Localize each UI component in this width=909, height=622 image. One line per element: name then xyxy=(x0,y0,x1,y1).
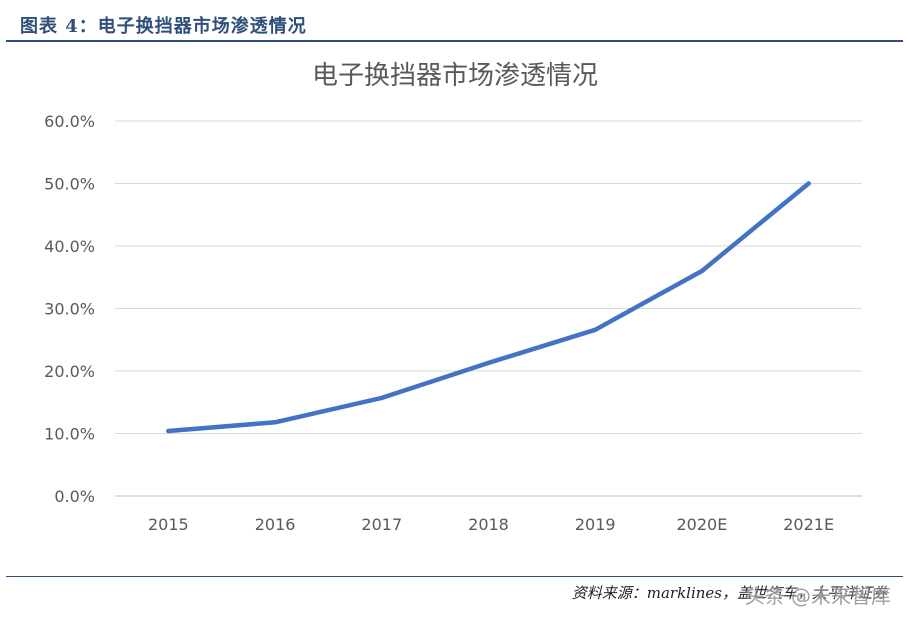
y-tick-label: 0.0% xyxy=(54,487,95,506)
x-tick-label: 2018 xyxy=(468,515,509,534)
y-tick-label: 60.0% xyxy=(44,112,95,131)
data-point xyxy=(593,327,598,332)
gridlines xyxy=(115,120,862,497)
data-point xyxy=(272,420,278,425)
watermark: 头条 @未来智库 xyxy=(744,584,891,608)
data-point xyxy=(166,428,171,434)
x-tick-label: 2015 xyxy=(148,515,189,534)
series-line xyxy=(166,181,811,434)
data-point xyxy=(486,360,491,366)
x-tick-label: 2019 xyxy=(575,515,616,534)
y-tick-label: 20.0% xyxy=(44,362,95,381)
y-tick-label: 40.0% xyxy=(44,237,95,256)
y-tick-label: 50.0% xyxy=(44,175,95,194)
data-point xyxy=(379,395,384,401)
chart-title: 电子换挡器市场渗透情况 xyxy=(312,61,598,91)
y-tick-label: 30.0% xyxy=(44,300,95,319)
y-axis-ticks: 0.0% 10.0% 20.0% 30.0% 40.0% 50.0% 60.0% xyxy=(44,112,95,506)
figure-label: 图表 4：电子换挡器市场渗透情况 xyxy=(20,16,307,37)
y-tick-label: 10.0% xyxy=(44,425,95,444)
x-tick-label: 2017 xyxy=(361,515,402,534)
x-axis-ticks: 2015 2016 2017 2018 2019 2020E 2021E xyxy=(148,515,834,534)
line-chart: 电子换挡器市场渗透情况 0.0% 10.0% 20.0% 30.0% 40.0% 50.0… xyxy=(44,61,862,534)
series-layer xyxy=(166,181,811,434)
source-note: 资料来源：marklines，盖世汽车，太平洋证券 xyxy=(571,584,887,602)
footer-divider xyxy=(6,576,903,577)
figure-header: 图表 4：电子换挡器市场渗透情况 xyxy=(0,0,909,42)
x-tick-label: 2016 xyxy=(255,515,296,534)
x-tick-label: 2020E xyxy=(677,515,728,534)
data-point xyxy=(699,268,705,274)
data-point xyxy=(806,181,811,186)
header-divider xyxy=(6,40,903,42)
x-tick-label: 2021E xyxy=(783,515,834,534)
